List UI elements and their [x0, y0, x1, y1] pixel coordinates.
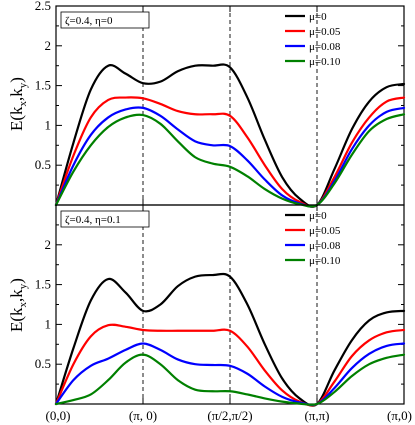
legend-label: μ=0.10: [309, 255, 341, 267]
legend-label: μ=0.08: [309, 240, 341, 252]
parameter-box: [60, 11, 150, 29]
series-line: [54, 323, 406, 407]
ytick-label: 2.5: [35, 0, 51, 13]
legend-label: μ=0.08: [309, 41, 341, 53]
series-line: [54, 272, 406, 407]
parameter-label: ζ=0.4, η=0.1: [65, 214, 121, 226]
ytick-label: 1.5: [35, 277, 51, 292]
ylabel-top: E(kx,ky): [7, 77, 29, 131]
panel-bottom: 0.5 1 1.5 2 (0,0) (π, 0) (π/2,π/2) (π,π) (π,0) ζ=…: [35, 204, 412, 423]
legend-label: μ=0: [309, 210, 327, 222]
series-line: [54, 106, 406, 208]
xtick-label: (π, 0): [129, 408, 157, 423]
ylabel-bottom: E(kx,ky): [7, 278, 29, 332]
xtick-label: (0,0): [46, 408, 71, 423]
ytick-label: 1.5: [35, 78, 51, 93]
ytick-label: 1: [45, 316, 52, 331]
series-line: [54, 342, 406, 407]
panel-top: 0.5 1 1.5 2 2.5 ζ=0.4, η=0 μ=0 μ=0.05 μ=0.08 μ=0.…: [35, 0, 406, 208]
ytick-label: 0.5: [35, 157, 51, 172]
series-line: [54, 113, 406, 208]
legend-label: μ=0.10: [309, 56, 341, 68]
series-line: [54, 63, 406, 208]
xtick-label: (π,π): [304, 408, 329, 423]
parameter-box: [60, 210, 150, 228]
series-line: [54, 353, 406, 406]
legend-label: μ=0: [309, 11, 327, 23]
series-line: [54, 96, 406, 208]
xtick-label: (π/2,π/2): [207, 408, 252, 423]
ytick-label: 2: [45, 237, 52, 252]
ytick-label: 0.5: [35, 356, 51, 371]
ytick-label: 2: [45, 38, 52, 53]
parameter-label: ζ=0.4, η=0: [65, 15, 113, 27]
legend-label: μ=0.05: [309, 225, 341, 237]
ytick-label: 1: [45, 117, 52, 132]
legend-label: μ=0.05: [309, 26, 341, 38]
xtick-label: (π,0): [387, 408, 412, 423]
